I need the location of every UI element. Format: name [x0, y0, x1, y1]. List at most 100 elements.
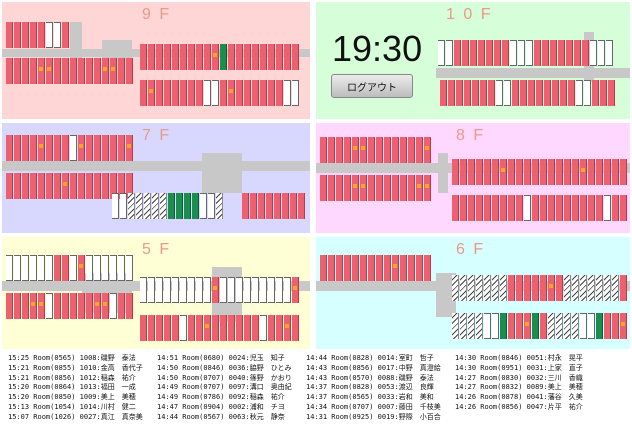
room-cell[interactable] — [54, 135, 61, 161]
room-cell[interactable] — [260, 315, 267, 341]
room-cell[interactable] — [392, 137, 399, 163]
room-cell[interactable] — [242, 193, 249, 219]
room-cell[interactable] — [468, 159, 475, 185]
room-cell[interactable] — [266, 193, 273, 219]
room-cell[interactable] — [126, 293, 133, 319]
room-cell[interactable] — [520, 80, 527, 106]
room-cell[interactable] — [548, 275, 555, 301]
room-cell[interactable] — [220, 277, 227, 303]
room-cell[interactable] — [292, 315, 299, 341]
room-cell[interactable] — [620, 195, 627, 221]
room-cell[interactable] — [258, 193, 265, 219]
room-cell[interactable] — [384, 175, 391, 201]
room-cell[interactable] — [400, 137, 407, 163]
room-cell[interactable] — [46, 135, 53, 161]
room-cell[interactable] — [556, 313, 563, 339]
room-cell[interactable] — [284, 315, 291, 341]
room-cell[interactable] — [30, 135, 37, 161]
room-cell[interactable] — [588, 275, 595, 301]
room-cell[interactable] — [196, 315, 203, 341]
room-cell[interactable] — [22, 293, 29, 319]
room-cell[interactable] — [252, 80, 259, 106]
room-cell[interactable] — [22, 22, 29, 48]
room-cell[interactable] — [572, 159, 579, 185]
room-cell[interactable] — [460, 275, 467, 301]
room-cell[interactable] — [384, 137, 391, 163]
room-cell[interactable] — [400, 255, 407, 281]
room-cell[interactable] — [110, 135, 117, 161]
room-cell[interactable] — [612, 275, 619, 301]
room-cell[interactable] — [176, 193, 183, 219]
room-cell[interactable] — [62, 173, 69, 199]
room-cell[interactable] — [6, 58, 13, 84]
room-cell[interactable] — [102, 293, 109, 319]
room-cell[interactable] — [188, 315, 195, 341]
room-cell[interactable] — [548, 195, 555, 221]
room-cell[interactable] — [164, 277, 171, 303]
logout-button[interactable]: ログアウト — [331, 74, 413, 98]
room-cell[interactable] — [368, 255, 375, 281]
room-cell[interactable] — [180, 44, 187, 70]
room-cell[interactable] — [328, 137, 335, 163]
room-cell[interactable] — [110, 293, 117, 319]
room-cell[interactable] — [564, 275, 571, 301]
room-cell[interactable] — [172, 315, 179, 341]
room-cell[interactable] — [94, 293, 101, 319]
room-cell[interactable] — [260, 277, 267, 303]
room-cell[interactable] — [244, 315, 251, 341]
room-cell[interactable] — [344, 175, 351, 201]
room-cell[interactable] — [612, 159, 619, 185]
room-cell[interactable] — [54, 58, 61, 84]
room-cell[interactable] — [282, 193, 289, 219]
room-cell[interactable] — [540, 313, 547, 339]
room-cell[interactable] — [502, 40, 509, 66]
room-cell[interactable] — [620, 159, 627, 185]
room-cell[interactable] — [102, 135, 109, 161]
room-cell[interactable] — [228, 277, 235, 303]
room-cell[interactable] — [424, 137, 431, 163]
room-cell[interactable] — [454, 40, 461, 66]
room-cell[interactable] — [38, 58, 45, 84]
room-cell[interactable] — [260, 44, 267, 70]
room-cell[interactable] — [62, 58, 69, 84]
room-cell[interactable] — [320, 137, 327, 163]
room-cell[interactable] — [568, 80, 575, 106]
room-cell[interactable] — [582, 40, 589, 66]
room-cell[interactable] — [424, 175, 431, 201]
room-cell[interactable] — [110, 173, 117, 199]
room-cell[interactable] — [492, 195, 499, 221]
room-cell[interactable] — [536, 80, 543, 106]
room-cell[interactable] — [524, 195, 531, 221]
room-cell[interactable] — [590, 40, 597, 66]
room-cell[interactable] — [320, 255, 327, 281]
room-cell[interactable] — [508, 159, 515, 185]
room-cell[interactable] — [516, 275, 523, 301]
room-cell[interactable] — [268, 44, 275, 70]
room-cell[interactable] — [542, 40, 549, 66]
room-cell[interactable] — [552, 80, 559, 106]
room-cell[interactable] — [78, 293, 85, 319]
room-cell[interactable] — [408, 137, 415, 163]
room-cell[interactable] — [468, 195, 475, 221]
room-cell[interactable] — [548, 313, 555, 339]
room-cell[interactable] — [494, 40, 501, 66]
room-cell[interactable] — [464, 80, 471, 106]
room-cell[interactable] — [140, 277, 147, 303]
room-cell[interactable] — [290, 193, 297, 219]
room-cell[interactable] — [126, 58, 133, 84]
room-cell[interactable] — [336, 137, 343, 163]
room-cell[interactable] — [352, 175, 359, 201]
room-cell[interactable] — [508, 195, 515, 221]
room-cell[interactable] — [604, 275, 611, 301]
room-cell[interactable] — [512, 80, 519, 106]
room-cell[interactable] — [476, 195, 483, 221]
room-cell[interactable] — [408, 175, 415, 201]
room-cell[interactable] — [604, 195, 611, 221]
room-cell[interactable] — [118, 58, 125, 84]
room-cell[interactable] — [508, 313, 515, 339]
room-cell[interactable] — [268, 315, 275, 341]
room-cell[interactable] — [204, 44, 211, 70]
room-cell[interactable] — [46, 173, 53, 199]
room-cell[interactable] — [600, 80, 607, 106]
room-cell[interactable] — [54, 255, 61, 281]
